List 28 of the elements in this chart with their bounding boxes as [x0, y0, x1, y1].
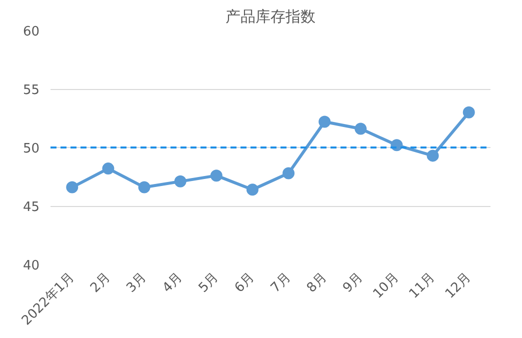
point	[66, 181, 78, 194]
x-tick-label: 12月	[442, 270, 474, 302]
y-tick-label: 50	[22, 142, 40, 156]
point	[318, 116, 331, 128]
point	[138, 181, 150, 194]
x-tick-label: 4月	[160, 270, 186, 296]
x-tick-label: 9月	[340, 270, 366, 296]
chart-title: 产品库存指数	[226, 8, 316, 26]
x-tick-label: 3月	[124, 270, 150, 296]
x-tick-label: 10月	[370, 270, 402, 302]
point	[246, 184, 258, 196]
point	[354, 122, 367, 135]
y-tick-label: 45	[22, 200, 40, 215]
y-tick-label: 60	[22, 24, 40, 40]
x-tick-label: 8月	[304, 270, 330, 296]
point	[282, 167, 295, 180]
point	[462, 106, 475, 118]
point	[426, 150, 439, 162]
x-tick-label: 2月	[88, 270, 114, 296]
x-tick-label: 5月	[196, 270, 222, 296]
point	[102, 162, 114, 175]
y-tick-label: 55	[22, 83, 40, 98]
y-tick-label: 40	[22, 258, 40, 274]
x-tick-label: 6月	[232, 270, 258, 296]
x-tick-label: 11月	[406, 270, 438, 302]
x-tick-label: 7月	[268, 270, 294, 296]
point	[174, 175, 186, 188]
point	[210, 170, 222, 182]
